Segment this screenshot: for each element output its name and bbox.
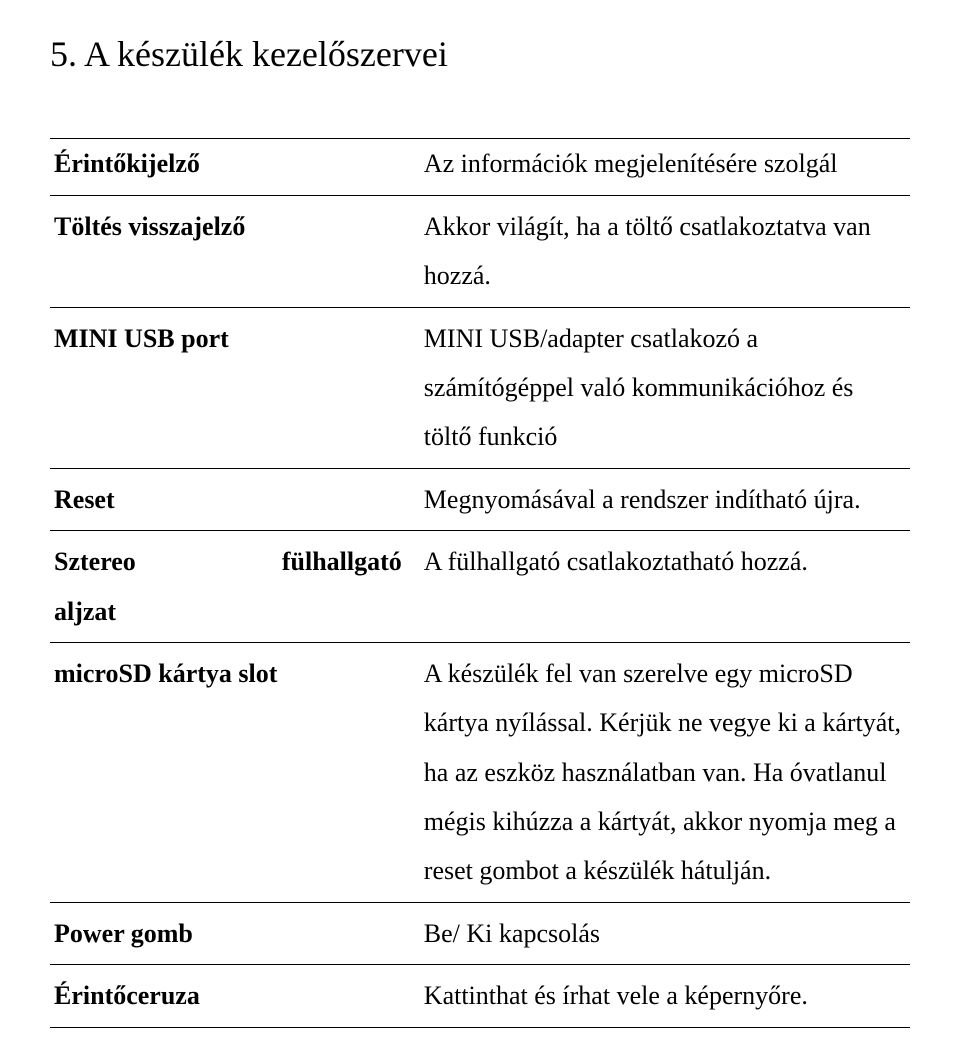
control-label: Power gomb (50, 902, 420, 964)
table-row: Töltés visszajelzőAkkor világít, ha a tö… (50, 195, 910, 307)
table-row: SztereofülhallgatóaljzatA fülhallgató cs… (50, 531, 910, 643)
controls-table: ÉrintőkijelzőAz információk megjelenítés… (50, 138, 910, 1027)
control-label: MINI USB port (50, 307, 420, 468)
control-label: microSD kártya slot (50, 642, 420, 902)
control-description: Akkor világít, ha a töltő csatlakoztatva… (420, 195, 910, 307)
control-description: Be/ Ki kapcsolás (420, 902, 910, 964)
section-heading: 5. A készülék kezelőszervei (50, 20, 910, 88)
control-description: Az információk megjelenítésére szolgál (420, 139, 910, 195)
control-description: Kattinthat és írhat vele a képernyőre. (420, 965, 910, 1027)
control-label: Reset (50, 468, 420, 530)
table-row: Power gombBe/ Ki kapcsolás (50, 902, 910, 964)
table-row: microSD kártya slotA készülék fel van sz… (50, 642, 910, 902)
control-description: A fülhallgató csatlakoztatható hozzá. (420, 531, 910, 643)
control-label: Érintőceruza (50, 965, 420, 1027)
control-description: A készülék fel van szerelve egy microSD … (420, 642, 910, 902)
table-row: ÉrintőceruzaKattinthat és írhat vele a k… (50, 965, 910, 1027)
control-label: Érintőkijelző (50, 139, 420, 195)
table-row: ÉrintőkijelzőAz információk megjelenítés… (50, 139, 910, 195)
control-description: Megnyomásával a rendszer indítható újra. (420, 468, 910, 530)
control-label: Sztereofülhallgatóaljzat (50, 531, 420, 643)
table-row: MINI USB portMINI USB/adapter csatlakozó… (50, 307, 910, 468)
table-row: ResetMegnyomásával a rendszer indítható … (50, 468, 910, 530)
control-description: MINI USB/adapter csatlakozó a számítógép… (420, 307, 910, 468)
control-label: Töltés visszajelző (50, 195, 420, 307)
